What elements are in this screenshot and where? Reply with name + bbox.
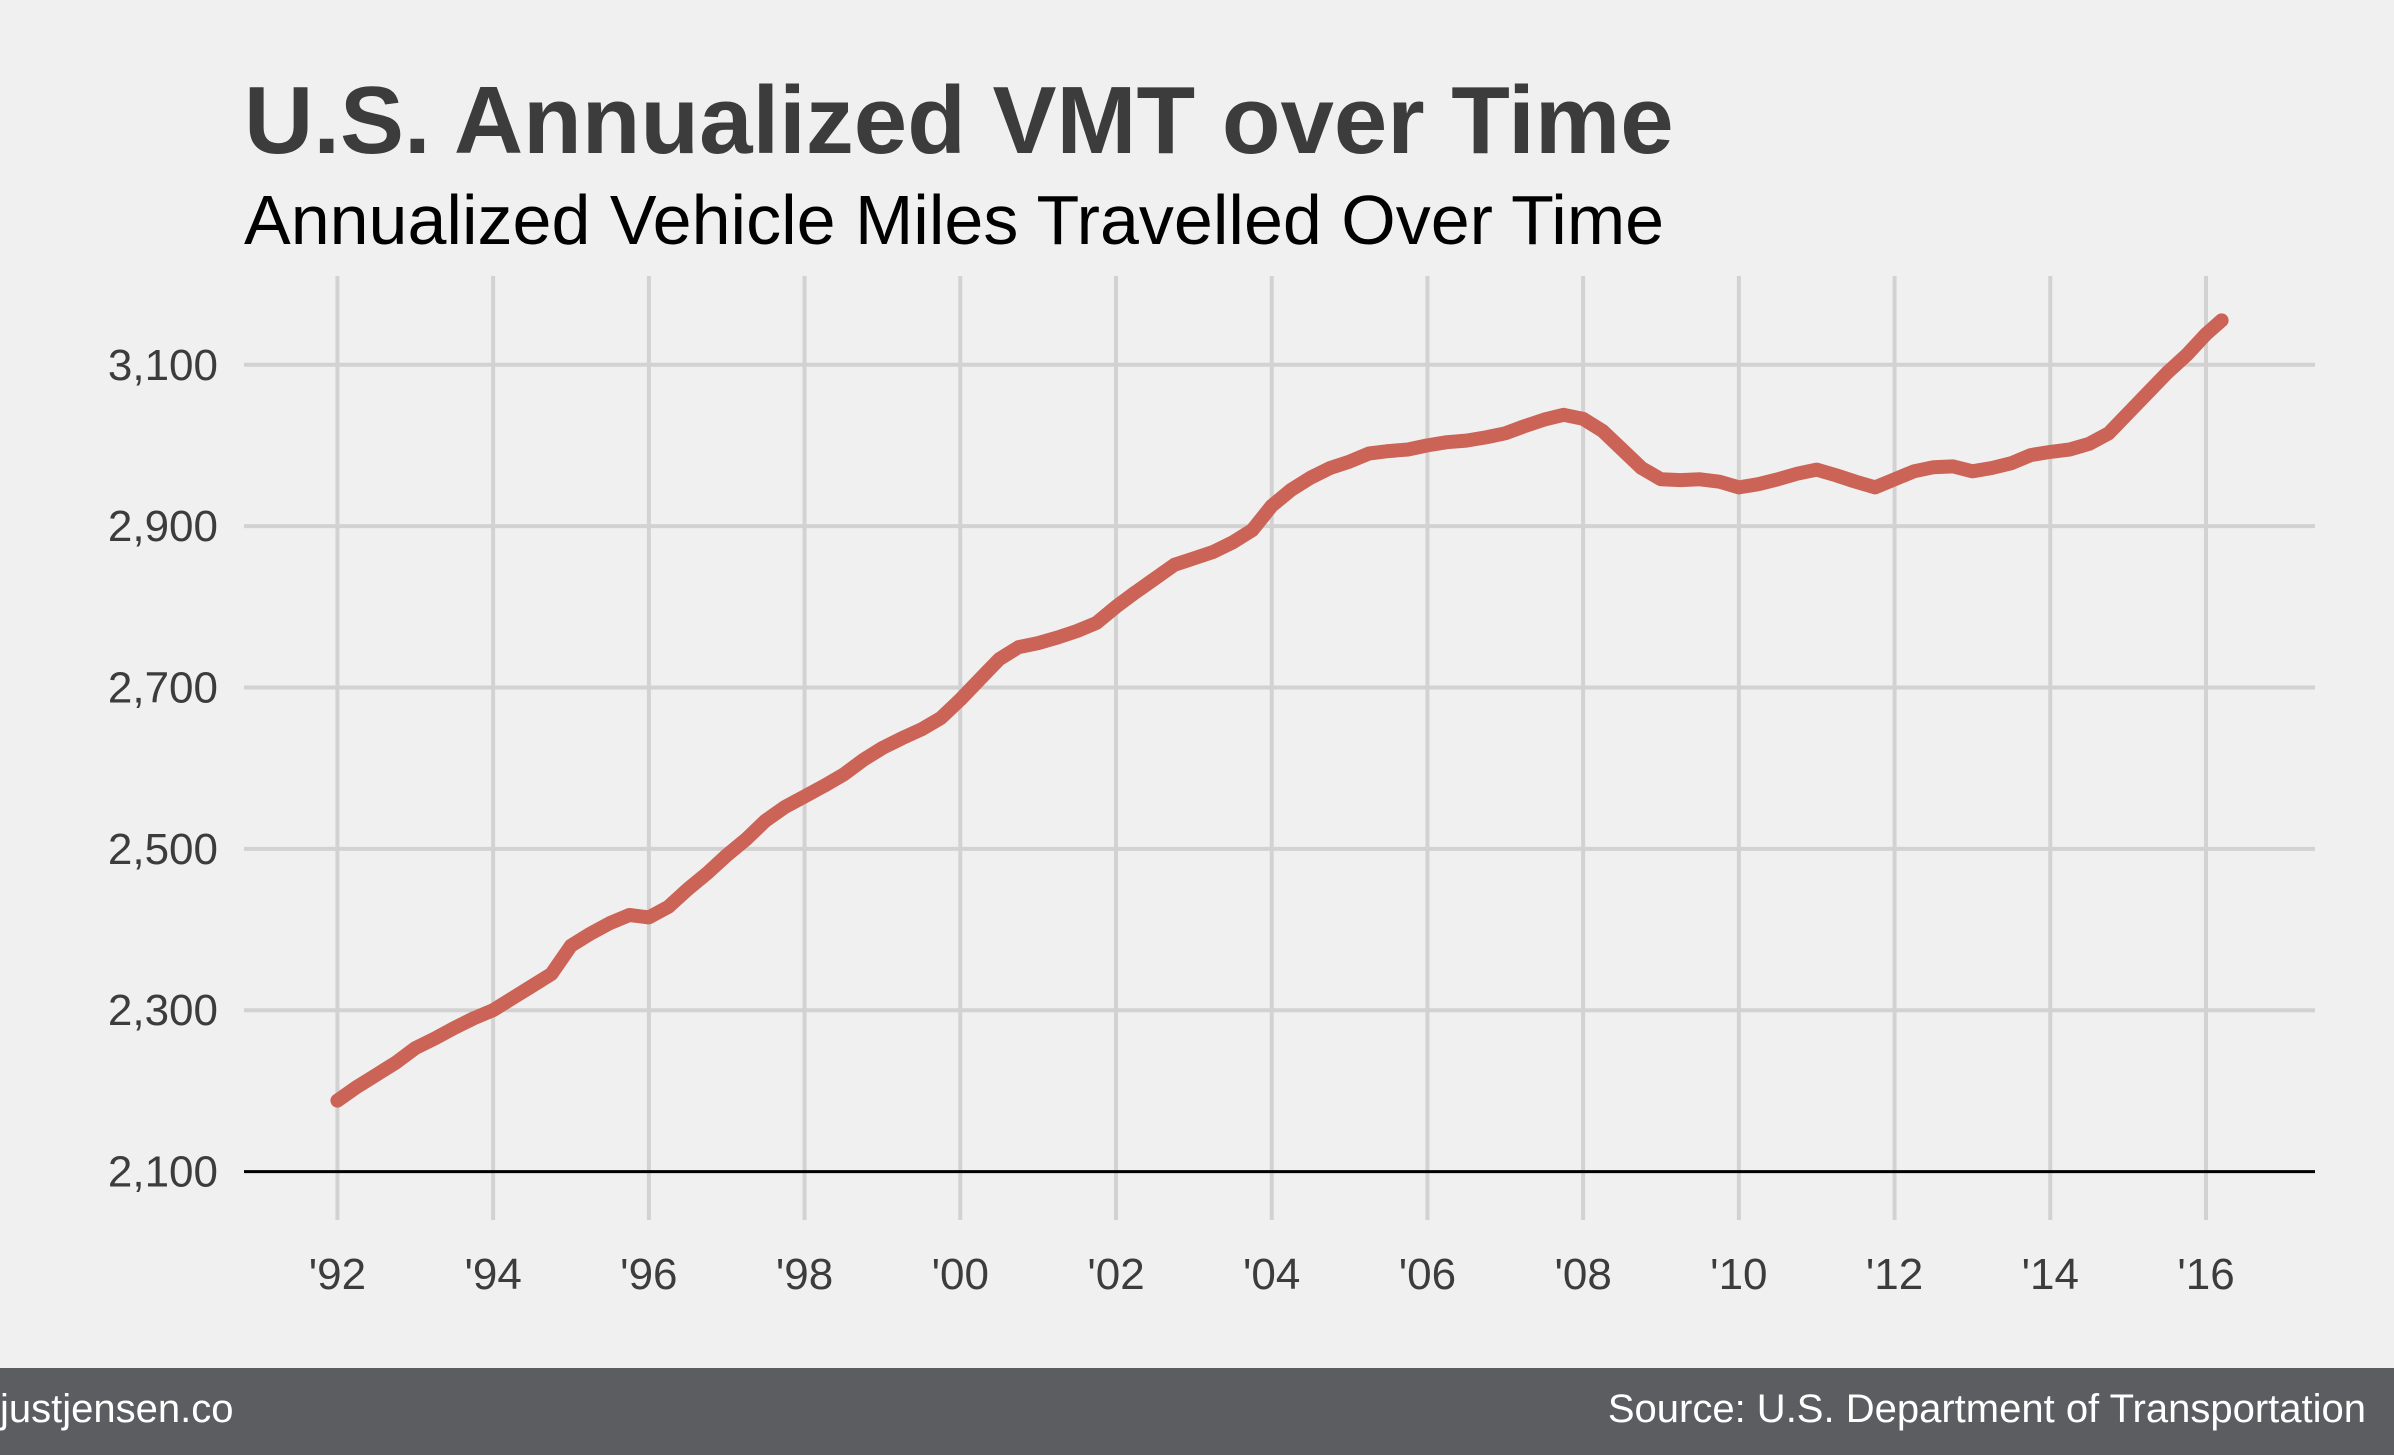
- x-tick-label: '94: [464, 1250, 521, 1299]
- y-tick-label: 3,100: [108, 341, 218, 390]
- x-tick-label: '00: [932, 1250, 989, 1299]
- x-tick-label: '92: [309, 1250, 366, 1299]
- x-tick-label: '16: [2177, 1250, 2234, 1299]
- footer-site-link[interactable]: justjensen.co: [0, 1387, 234, 1431]
- x-tick-label: '04: [1243, 1250, 1300, 1299]
- y-tick-label: 2,700: [108, 663, 218, 712]
- vertical-gridlines: [335, 276, 2208, 1220]
- x-tick-label: '98: [776, 1250, 833, 1299]
- x-tick-label: '06: [1399, 1250, 1456, 1299]
- chart-title: U.S. Annualized VMT over Time: [244, 67, 1674, 174]
- y-tick-label: 2,300: [108, 986, 218, 1035]
- x-tick-label: '96: [620, 1250, 677, 1299]
- footer-source: Source: U.S. Department of Transportatio…: [1607, 1387, 2366, 1431]
- footer-bar: justjensen.co Source: U.S. Department of…: [0, 1368, 2394, 1455]
- x-tick-label: '08: [1554, 1250, 1611, 1299]
- x-tick-label: '10: [1710, 1250, 1767, 1299]
- line-chart: 2,100 2,300 2,500 2,700 2,900 3,100 '92 '94 '96…: [108, 276, 2315, 1299]
- x-tick-label: '12: [1866, 1250, 1923, 1299]
- y-tick-label: 2,500: [108, 825, 218, 874]
- chart-subtitle: Annualized Vehicle Miles Travelled Over …: [244, 181, 1665, 259]
- horizontal-gridlines: [244, 362, 2315, 1013]
- y-tick-label: 2,900: [108, 502, 218, 551]
- vmt-series-line: [330, 313, 2229, 1108]
- x-tick-label: '14: [2022, 1250, 2079, 1299]
- y-axis-tick-labels: 2,100 2,300 2,500 2,700 2,900 3,100: [108, 341, 218, 1197]
- x-axis-tick-labels: '92 '94 '96 '98 '00 '02 '04 '06 '08 '10 '12 '14 '16: [309, 1250, 2235, 1299]
- y-tick-label: 2,100: [108, 1148, 218, 1197]
- x-tick-label: '02: [1087, 1250, 1144, 1299]
